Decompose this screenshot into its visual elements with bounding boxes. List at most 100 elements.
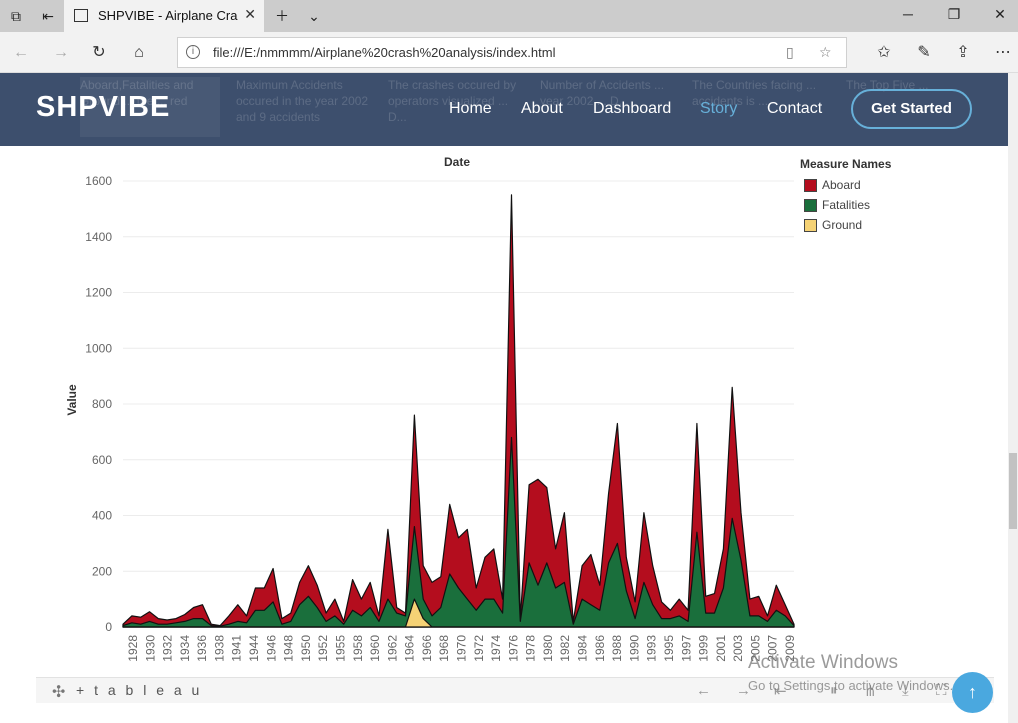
share-icon[interactable]: ⋔ (864, 683, 877, 700)
x-tick-label: 1952 (316, 635, 330, 662)
ghost-card: The crashes occured by operators visuali… (388, 78, 517, 124)
tab-manager-icon[interactable]: ⧉ (11, 8, 21, 24)
page-scrollbar[interactable] (1008, 73, 1018, 723)
ghost-card: Number of Accidents ... year 2002 ... D.… (540, 78, 665, 108)
y-tick-label: 600 (92, 453, 112, 467)
fullscreen-icon[interactable]: ⛶ (936, 682, 947, 699)
tableau-toolbar: ✣ + t a b l e a u ← → ⇤ ⏸ ⋔ ⤓ ⛶ (36, 677, 994, 703)
windows-activation-watermark: Activate Windows Go to Settings to activ… (748, 652, 953, 693)
legend-item-ground[interactable]: Ground (800, 217, 1000, 237)
y-axis: 0 200 400 600 800 1000 1200 1400 1600 (85, 174, 112, 634)
area-ground[interactable] (122, 598, 795, 628)
legend-title: Measure Names (800, 157, 892, 171)
browser-toolbar: ← → ↻ ⌂ i file:///E:/nmmmm/Airplane%20cr… (0, 32, 1018, 73)
y-tick-label: 1000 (85, 341, 112, 355)
chevron-down-icon[interactable]: ⌄ (308, 8, 320, 24)
x-tick-label: 1974 (489, 635, 503, 662)
info-icon[interactable]: i (186, 45, 200, 59)
x-tick-label: 1955 (334, 635, 348, 662)
nav-story[interactable]: Story (700, 100, 738, 117)
x-tick-label: 2001 (714, 635, 728, 662)
close-icon[interactable]: ✕ (244, 6, 256, 22)
tableau-logo[interactable]: + t a b l e a u (76, 682, 203, 698)
series-areas (122, 194, 795, 628)
tableau-logo-icon[interactable]: ✣ (52, 684, 66, 701)
y-axis-label: Value (65, 384, 79, 416)
scrollbar-thumb[interactable] (1009, 453, 1017, 529)
x-tick-label: 2003 (731, 635, 745, 662)
plus-icon[interactable]: ＋ (275, 8, 289, 24)
y-tick-label: 1200 (85, 286, 112, 300)
x-tick-label: 1936 (195, 635, 209, 662)
legend-label: Fatalities (822, 198, 871, 212)
browser-tab[interactable]: SHPVIBE - Airplane Cras ✕ (64, 0, 264, 32)
nav-home[interactable]: Home (449, 100, 492, 117)
ghost-card: Maximum Accidents occured in the year 20… (236, 78, 369, 124)
legend-item-aboard[interactable]: Aboard (800, 177, 1000, 197)
x-tick-label: 1941 (230, 635, 244, 662)
revert-icon[interactable]: ⇤ (774, 683, 787, 700)
restore-icon[interactable]: ❐ (947, 6, 961, 22)
x-tick-label: 1934 (178, 635, 192, 662)
y-tick-label: 800 (92, 397, 112, 411)
chart-title: Date (444, 155, 470, 169)
x-tick-label: 1976 (506, 635, 520, 662)
x-tick-label: 1986 (593, 635, 607, 662)
nav-about[interactable]: About (521, 100, 563, 117)
legend-swatch-ground (804, 219, 817, 232)
legend-swatch-aboard (804, 179, 817, 192)
area-fatalities[interactable] (122, 436, 795, 628)
ghost-card: Aboard,Fatalities and Ground ... the ...… (80, 77, 220, 137)
get-started-button[interactable]: Get Started (851, 89, 972, 129)
favorites-icon[interactable]: ✩ (877, 44, 891, 61)
x-tick-label: 1950 (299, 635, 313, 662)
legend-item-fatalities[interactable]: Fatalities (800, 197, 1000, 217)
ghost-card: The Top Five ... (846, 78, 929, 92)
address-bar[interactable]: i file:///E:/nmmmm/Airplane%20crash%20an… (177, 37, 847, 68)
x-tick-label: 2005 (748, 635, 762, 662)
area-chart: Date Value 0 200 400 600 800 1000 1200 1400 1600… (65, 155, 797, 662)
pen-icon[interactable]: ✎ (917, 44, 931, 61)
nav-dashboard[interactable]: Dashboard (593, 100, 672, 117)
back-icon[interactable]: ← (13, 44, 29, 61)
watermark-subtitle: Go to Settings to activate Windows. (748, 678, 954, 693)
x-tick-label: 1938 (212, 635, 226, 662)
x-tick-label: 1982 (558, 635, 572, 662)
share-icon[interactable]: ⇪ (956, 44, 970, 61)
y-tick-label: 1600 (85, 174, 112, 188)
reading-view-icon[interactable]: ▯ (786, 44, 794, 60)
page-icon (74, 9, 88, 22)
x-tick-label: 1995 (662, 635, 676, 662)
url-text: file:///E:/nmmmm/Airplane%20crash%20anal… (213, 45, 556, 60)
download-icon[interactable]: ⤓ (902, 682, 909, 699)
legend-swatch-fatalities (804, 199, 817, 212)
x-tick-label: 1966 (420, 635, 434, 662)
x-tick-label: 1964 (403, 635, 417, 662)
x-tick-label: 1930 (143, 635, 157, 662)
scroll-to-top-button[interactable]: ↑ (952, 672, 993, 713)
x-tick-label: 1968 (437, 635, 451, 662)
nav-contact[interactable]: Contact (767, 100, 823, 117)
y-tick-label: 0 (105, 620, 112, 634)
more-icon[interactable]: ⋯ (995, 44, 1011, 61)
x-tick-label: 2007 (766, 635, 780, 662)
window-close-icon[interactable]: ✕ (994, 6, 1006, 22)
x-axis: 1928 1930 1932 1934 1936 1938 1941 1944 1946 1948… (126, 635, 797, 662)
x-tick-label: 1932 (161, 635, 175, 662)
pause-icon[interactable]: ⏸ (830, 682, 838, 699)
site-logo[interactable]: SHPVIBE (36, 91, 171, 123)
x-tick-label: 1972 (472, 635, 486, 662)
star-icon[interactable]: ☆ (819, 44, 832, 60)
x-tick-label: 1988 (610, 635, 624, 662)
refresh-icon[interactable]: ↻ (92, 44, 106, 61)
redo-icon[interactable]: → (736, 682, 751, 699)
legend-label: Aboard (822, 178, 861, 192)
x-tick-label: 1944 (247, 635, 261, 662)
forward-icon[interactable]: → (53, 44, 69, 61)
undo-icon[interactable]: ← (696, 682, 711, 699)
back-tabs-icon[interactable]: ⇤ (42, 8, 54, 24)
x-tick-label: 1984 (576, 635, 590, 662)
home-icon[interactable]: ⌂ (134, 44, 144, 61)
x-tick-label: 1948 (282, 635, 296, 662)
minimize-icon[interactable]: ─ (903, 6, 913, 22)
